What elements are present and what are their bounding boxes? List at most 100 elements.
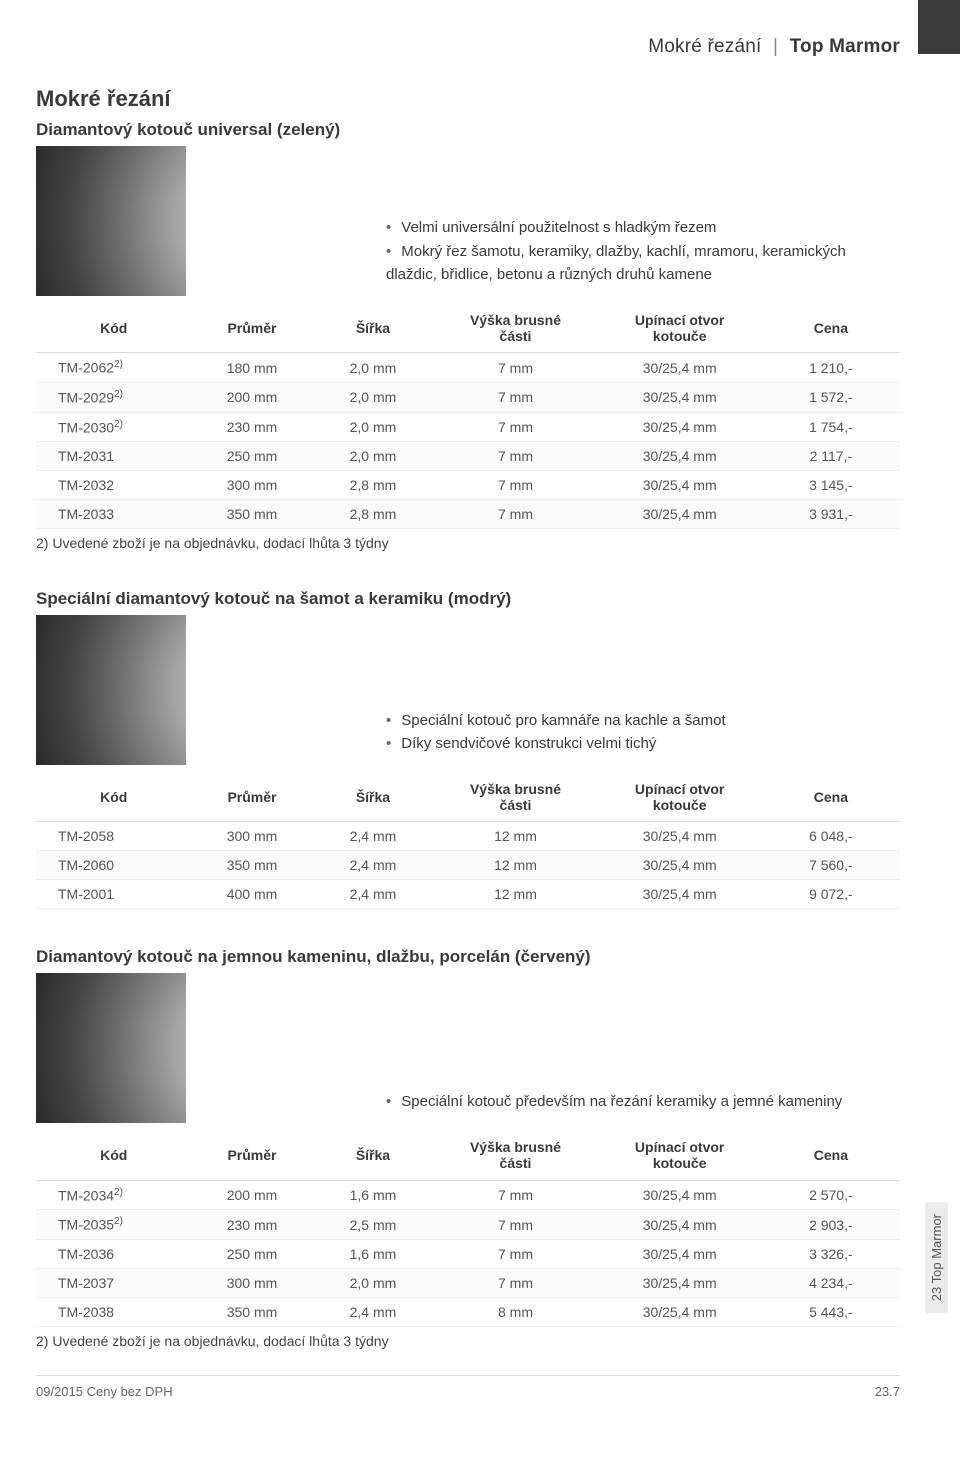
table-row: TM-2038350 mm2,4 mm8 mm30/25,4 mm5 443,- [36,1297,900,1326]
cell-code: TM-20292) [36,382,192,412]
cell: 7 mm [433,1268,597,1297]
cell: 30/25,4 mm [598,442,762,471]
cell: 2,5 mm [312,1210,433,1240]
page-footer: 09/2015 Ceny bez DPH 23.7 [36,1375,900,1399]
cell: 2,0 mm [312,353,433,383]
table-row: TM-20342)200 mm1,6 mm7 mm30/25,4 mm2 570… [36,1180,900,1210]
page-header: Mokré řezání | Top Marmor [36,36,900,58]
cell: 300 mm [192,822,313,851]
side-chapter-tab: 23 Top Marmor [925,1202,948,1313]
col-header: Upínací otvorkotouče [598,1131,762,1180]
table-row: TM-2037300 mm2,0 mm7 mm30/25,4 mm4 234,- [36,1268,900,1297]
cell: 300 mm [192,1268,313,1297]
cell: 9 072,- [762,880,900,909]
cell-code: TM-2031 [36,442,192,471]
feature-item: Velmi universální použitelnost s hladkým… [386,216,900,239]
table-row: TM-2031250 mm2,0 mm7 mm30/25,4 mm2 117,- [36,442,900,471]
table-row: TM-2036250 mm1,6 mm7 mm30/25,4 mm3 326,- [36,1239,900,1268]
col-header: Průměr [192,1131,313,1180]
table-row: TM-2032300 mm2,8 mm7 mm30/25,4 mm3 145,- [36,471,900,500]
cell: 200 mm [192,1180,313,1210]
table-row: TM-20352)230 mm2,5 mm7 mm30/25,4 mm2 903… [36,1210,900,1240]
cell: 5 443,- [762,1297,900,1326]
col-header: Cena [762,304,900,353]
cell: 30/25,4 mm [598,471,762,500]
col-header: Průměr [192,773,313,822]
cell: 2,8 mm [312,471,433,500]
header-brand: Top Marmor [790,36,900,57]
table-row: TM-20292)200 mm2,0 mm7 mm30/25,4 mm1 572… [36,382,900,412]
product-image-saw-blade [36,146,186,296]
feature-list-2: Speciální kotouč pro kamnáře na kachle a… [206,709,900,766]
cell: 1 754,- [762,412,900,442]
feature-item: Speciální kotouč především na řezání ker… [386,1090,900,1113]
cell: 7 560,- [762,851,900,880]
cell: 30/25,4 mm [598,382,762,412]
table-row: TM-2001400 mm2,4 mm12 mm30/25,4 mm9 072,… [36,880,900,909]
header-separator: | [773,36,778,57]
cell: 2 117,- [762,442,900,471]
cell: 1 210,- [762,353,900,383]
cell: 30/25,4 mm [598,353,762,383]
product-block-3: Diamantový kotouč na jemnou kameninu, dl… [36,947,900,1349]
spec-table-1: KódPrůměrŠířkaVýška brusnéčástiUpínací o… [36,304,900,529]
cell: 250 mm [192,1239,313,1268]
col-header: Šířka [312,304,433,353]
cell: 7 mm [433,500,597,529]
cell: 7 mm [433,382,597,412]
col-header: Upínací otvorkotouče [598,304,762,353]
cell: 8 mm [433,1297,597,1326]
cell: 350 mm [192,851,313,880]
cell: 2,4 mm [312,1297,433,1326]
cell: 30/25,4 mm [598,1210,762,1240]
table-row: TM-2033350 mm2,8 mm7 mm30/25,4 mm3 931,- [36,500,900,529]
cell: 2,0 mm [312,442,433,471]
cell: 30/25,4 mm [598,880,762,909]
cell: 1,6 mm [312,1239,433,1268]
cell: 2,4 mm [312,880,433,909]
footer-right: 23.7 [875,1384,900,1399]
cell: 7 mm [433,353,597,383]
feature-item: Mokrý řez šamotu, keramiky, dlažby, kach… [386,240,900,287]
product-title: Diamantový kotouč na jemnou kameninu, dl… [36,947,900,967]
cell: 7 mm [433,412,597,442]
cell: 4 234,- [762,1268,900,1297]
cell: 30/25,4 mm [598,1239,762,1268]
cell: 1 572,- [762,382,900,412]
cell-code: TM-2037 [36,1268,192,1297]
cell: 200 mm [192,382,313,412]
cell: 7 mm [433,471,597,500]
cell: 2,0 mm [312,1268,433,1297]
cell: 2,4 mm [312,851,433,880]
cell: 2,0 mm [312,412,433,442]
col-header: Kód [36,304,192,353]
cell-code: TM-20352) [36,1210,192,1240]
cell: 7 mm [433,1180,597,1210]
spec-table-3: KódPrůměrŠířkaVýška brusnéčástiUpínací o… [36,1131,900,1327]
cell: 350 mm [192,500,313,529]
product-image-saw-blade [36,973,186,1123]
col-header: Výška brusnéčásti [433,1131,597,1180]
cell: 400 mm [192,880,313,909]
product-block-1: Diamantový kotouč universal (zelený) Vel… [36,120,900,551]
cell-code: TM-20302) [36,412,192,442]
cell-code: TM-2033 [36,500,192,529]
cell: 3 931,- [762,500,900,529]
cell: 30/25,4 mm [598,1268,762,1297]
col-header: Šířka [312,1131,433,1180]
cell: 7 mm [433,442,597,471]
cell: 12 mm [433,880,597,909]
cell-code: TM-2032 [36,471,192,500]
col-header: Kód [36,1131,192,1180]
product-image-saw-blade [36,615,186,765]
cell-code: TM-2036 [36,1239,192,1268]
cell-code: TM-2060 [36,851,192,880]
product-block-2: Speciální diamantový kotouč na šamot a k… [36,589,900,909]
footnote-1: 2) Uvedené zboží je na objednávku, dodac… [36,535,900,551]
cell: 2,4 mm [312,822,433,851]
cell: 2,8 mm [312,500,433,529]
cell: 250 mm [192,442,313,471]
cell: 7 mm [433,1239,597,1268]
table-row: TM-2060350 mm2,4 mm12 mm30/25,4 mm7 560,… [36,851,900,880]
footer-left: 09/2015 Ceny bez DPH [36,1384,173,1399]
